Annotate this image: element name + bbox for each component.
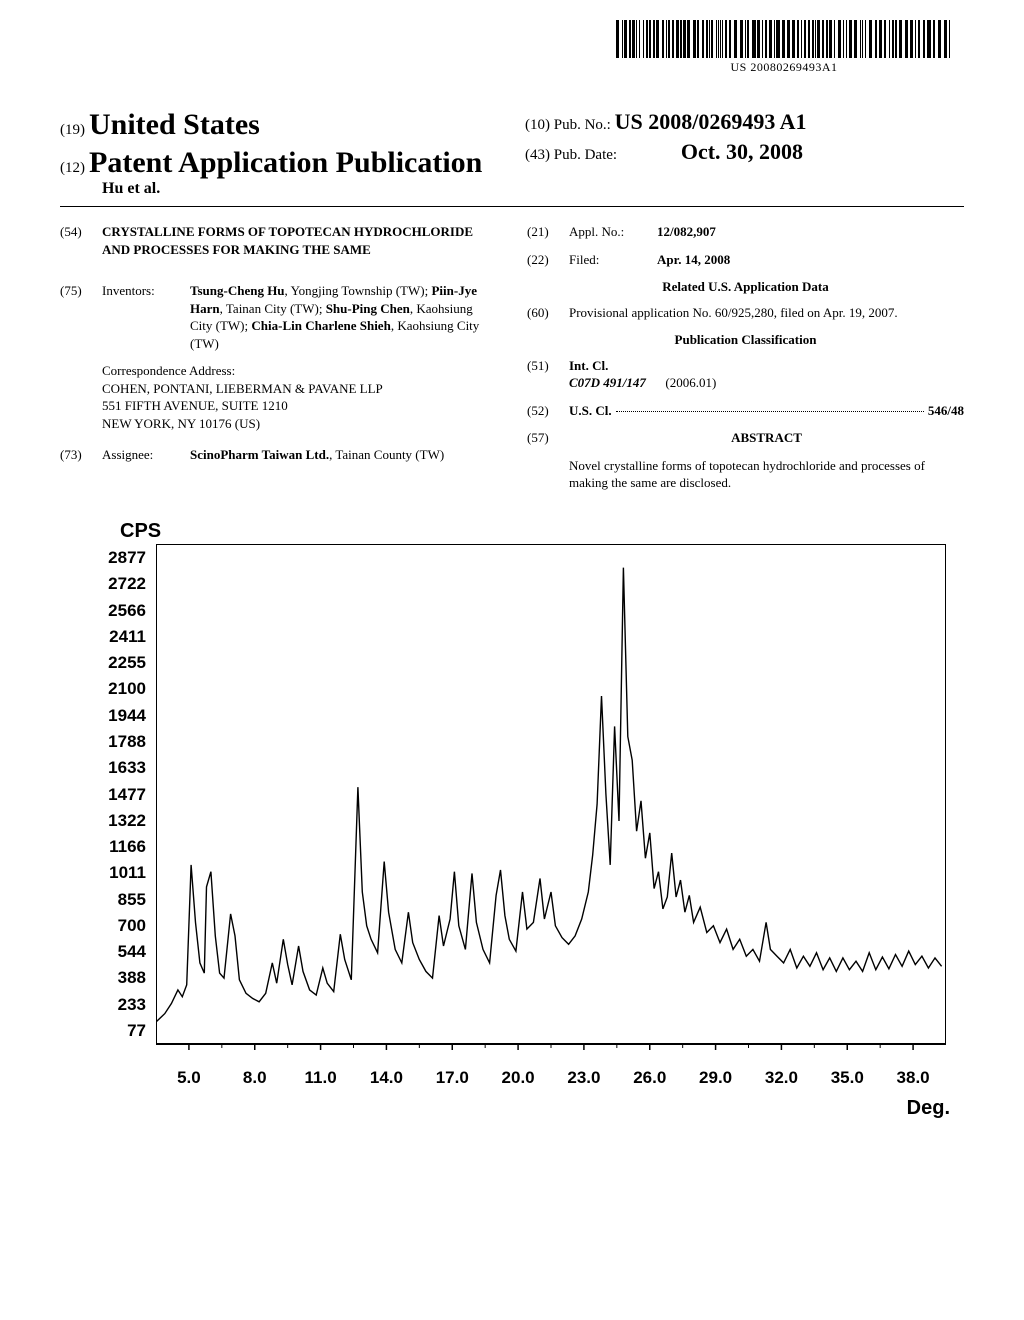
- chart-ytick: 1944: [76, 706, 146, 726]
- header-country: United States: [89, 108, 260, 141]
- chart-ytick: 77: [76, 1021, 146, 1041]
- code-73: (73): [60, 446, 102, 464]
- chart-xtick: 35.0: [831, 1068, 864, 1088]
- chart-ytick: 2411: [76, 627, 146, 647]
- barcode-block: US 20080269493A1: [614, 20, 954, 75]
- appl-no-label: Appl. No.:: [569, 223, 657, 241]
- header: (19) United States (12) Patent Applicati…: [60, 108, 964, 198]
- provisional-text: Provisional application No. 60/925,280, …: [569, 304, 964, 322]
- xrd-chart: CPS Deg. 2877 2722 2566 2411 2255 2100 1944 178…: [60, 520, 960, 1120]
- chart-ytick: 1788: [76, 732, 146, 752]
- code-57: (57): [527, 429, 569, 447]
- chart-ytick: 1011: [76, 863, 146, 883]
- chart-ylabel: CPS: [120, 520, 161, 543]
- correspondence-body: COHEN, PONTANI, LIEBERMAN & PAVANE LLP 5…: [102, 380, 497, 433]
- chart-ytick: 2566: [76, 601, 146, 621]
- right-column: (21) Appl. No.: 12/082,907 (22) Filed: A…: [527, 223, 964, 492]
- chart-xtick: 32.0: [765, 1068, 798, 1088]
- code-22: (22): [527, 251, 569, 269]
- chart-xtick: 26.0: [633, 1068, 666, 1088]
- barcode-graphic: [614, 20, 954, 58]
- chart-ytick: 1322: [76, 811, 146, 831]
- biblio-columns: (54) CRYSTALLINE FORMS OF TOPOTECAN HYDR…: [60, 223, 964, 492]
- chart-xtick: 11.0: [305, 1068, 337, 1088]
- related-app-header: Related U.S. Application Data: [527, 278, 964, 296]
- intcl-code: C07D 491/147: [569, 375, 646, 390]
- invention-title: CRYSTALLINE FORMS OF TOPOTECAN HYDROCHLO…: [102, 223, 497, 258]
- chart-ytick: 2100: [76, 679, 146, 699]
- chart-xtick: 29.0: [699, 1068, 732, 1088]
- uscl-dots: [616, 402, 924, 412]
- chart-xtick: 5.0: [177, 1068, 201, 1088]
- chart-ytick: 2877: [76, 548, 146, 568]
- filed-label: Filed:: [569, 251, 657, 269]
- chart-plot: [156, 544, 946, 1074]
- code-12: (12): [60, 160, 85, 176]
- header-pap-type: Patent Application Publication: [89, 146, 482, 179]
- chart-ytick: 2255: [76, 653, 146, 673]
- chart-xtick: 17.0: [436, 1068, 469, 1088]
- chart-ytick: 1477: [76, 785, 146, 805]
- chart-ytick: 233: [76, 995, 146, 1015]
- chart-ytick: 544: [76, 942, 146, 962]
- horizontal-rule: [60, 206, 964, 207]
- code-10: (10): [525, 117, 550, 133]
- filed-date: Apr. 14, 2008: [657, 252, 730, 267]
- code-43: (43): [525, 147, 550, 163]
- chart-ytick: 2722: [76, 574, 146, 594]
- chart-ytick: 1633: [76, 758, 146, 778]
- assignee-value: ScinoPharm Taiwan Ltd., Tainan County (T…: [190, 446, 497, 464]
- abstract-label: ABSTRACT: [569, 429, 964, 447]
- correspondence-label: Correspondence Address:: [102, 362, 497, 380]
- pub-no: US 2008/0269493 A1: [615, 109, 807, 134]
- code-51: (51): [527, 357, 569, 392]
- assignee-label: Assignee:: [102, 446, 190, 464]
- inventors-label: Inventors:: [102, 282, 190, 352]
- pub-date-label: Pub. Date:: [554, 147, 617, 163]
- code-19: (19): [60, 122, 85, 138]
- header-authors: Hu et al.: [102, 180, 160, 197]
- pub-no-label: Pub. No.:: [554, 117, 611, 133]
- chart-ytick: 388: [76, 968, 146, 988]
- inventors-list: Tsung-Cheng Hu, Yongjing Township (TW); …: [190, 282, 497, 352]
- chart-xtick: 38.0: [897, 1068, 930, 1088]
- intcl-date: (2006.01): [665, 375, 716, 390]
- chart-xlabel: Deg.: [907, 1097, 950, 1120]
- code-75: (75): [60, 282, 102, 352]
- chart-ytick: 855: [76, 890, 146, 910]
- chart-xtick: 20.0: [502, 1068, 535, 1088]
- barcode-text: US 20080269493A1: [614, 60, 954, 75]
- chart-xtick: 23.0: [567, 1068, 600, 1088]
- pub-class-header: Publication Classification: [527, 331, 964, 349]
- chart-ytick: 1166: [76, 837, 146, 857]
- appl-no: 12/082,907: [657, 224, 716, 239]
- code-60: (60): [527, 304, 569, 322]
- abstract-body: Novel crystalline forms of topotecan hyd…: [569, 457, 964, 492]
- left-column: (54) CRYSTALLINE FORMS OF TOPOTECAN HYDR…: [60, 223, 497, 492]
- header-right: (10) Pub. No.: US 2008/0269493 A1 (43) P…: [525, 109, 807, 165]
- pub-date: Oct. 30, 2008: [681, 139, 803, 164]
- chart-xtick: 14.0: [370, 1068, 403, 1088]
- uscl-value: 546/48: [928, 402, 964, 420]
- intcl-label: Int. Cl.: [569, 358, 608, 373]
- code-52: (52): [527, 402, 569, 420]
- uscl-label: U.S. Cl.: [569, 402, 612, 420]
- chart-ytick: 700: [76, 916, 146, 936]
- chart-xtick: 8.0: [243, 1068, 267, 1088]
- code-54: (54): [60, 223, 102, 272]
- code-21: (21): [527, 223, 569, 241]
